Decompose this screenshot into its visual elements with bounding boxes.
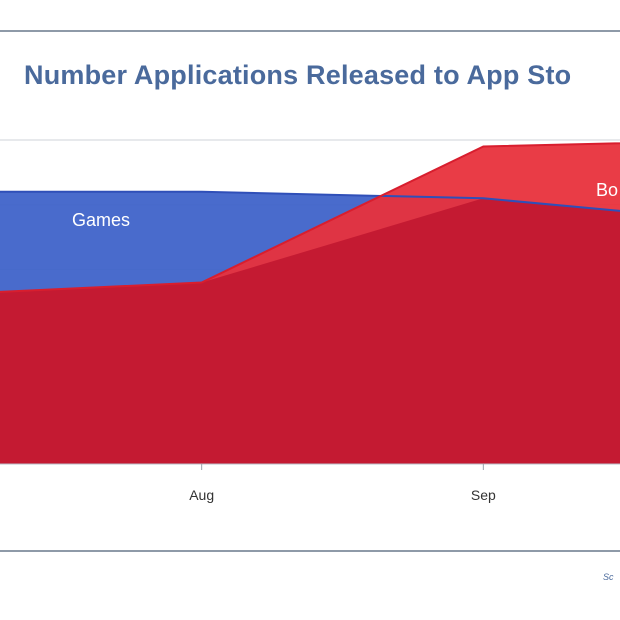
x-tick-label-0: Aug	[189, 487, 214, 503]
series-label-bo: Bo	[596, 180, 618, 200]
chart-title: Number Applications Released to App Sto	[24, 60, 572, 90]
series-label-games: Games	[72, 210, 130, 230]
series-line-games	[0, 190, 620, 212]
series-line-bo	[0, 142, 620, 293]
source-note: Sc	[603, 572, 614, 582]
series-overlap-area	[0, 198, 620, 464]
x-tick-label-1: Sep	[471, 487, 496, 503]
